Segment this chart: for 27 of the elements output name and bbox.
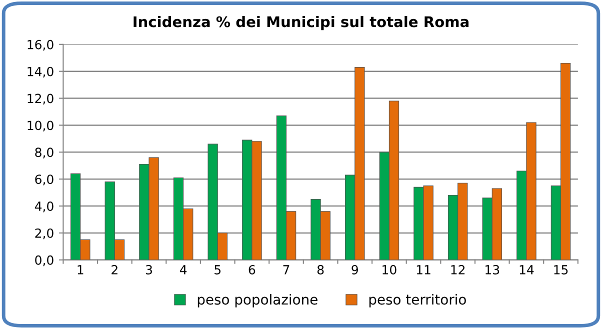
y-tick-label: 16,0 bbox=[28, 40, 54, 51]
chart-title: Incidenza % dei Municipi sul totale Roma bbox=[134, 16, 468, 30]
y-tick-label: 0,0 bbox=[35, 255, 54, 266]
y-tick-label: 14,0 bbox=[28, 66, 54, 78]
y-tick-label: 2,0 bbox=[35, 228, 54, 240]
y-tick-label: 8,0 bbox=[35, 148, 54, 158]
x-tick-label: 8 bbox=[317, 264, 324, 274]
y-tick-label: 6,0 bbox=[35, 174, 54, 186]
x-tick-label: 2 bbox=[112, 264, 118, 274]
x-tick-label: 9 bbox=[352, 264, 358, 274]
x-tick-label: 13 bbox=[486, 264, 500, 274]
legend-label: peso territorio bbox=[369, 294, 466, 308]
x-tick-label: 15 bbox=[554, 265, 568, 274]
x-tick-label: 3 bbox=[146, 264, 152, 274]
x-tick-label: 5 bbox=[214, 265, 221, 274]
x-tick-label: 1 bbox=[78, 265, 84, 274]
y-tick-label: 12,0 bbox=[28, 94, 54, 104]
x-tick-label: 7 bbox=[283, 265, 290, 274]
x-tick-label: 11 bbox=[416, 265, 430, 274]
x-tick-label: 12 bbox=[451, 264, 465, 274]
x-tick-label: 10 bbox=[382, 264, 396, 274]
y-tick-label: 4,0 bbox=[34, 202, 54, 212]
legend-label: peso popolazione bbox=[198, 294, 318, 308]
x-tick-label: 6 bbox=[248, 264, 256, 274]
x-tick-label: 4 bbox=[180, 265, 187, 274]
x-tick-label: 14 bbox=[520, 265, 534, 274]
y-tick-label: 10,0 bbox=[28, 120, 54, 132]
